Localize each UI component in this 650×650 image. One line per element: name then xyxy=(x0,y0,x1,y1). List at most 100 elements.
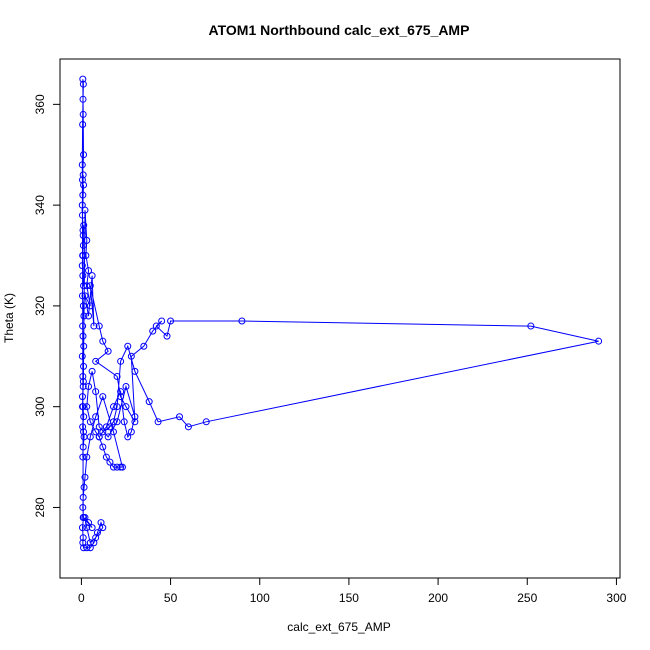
data-point xyxy=(81,292,89,300)
data-point xyxy=(102,453,110,461)
plot-area-frame xyxy=(59,58,621,579)
x-tick-label: 50 xyxy=(164,591,178,605)
x-tick-label: 100 xyxy=(250,591,270,605)
data-point xyxy=(106,458,114,466)
data-point xyxy=(113,403,121,411)
data-point xyxy=(95,423,103,431)
data-point xyxy=(80,342,88,350)
data-point xyxy=(122,403,130,411)
y-tick-label: 340 xyxy=(33,195,47,215)
data-point xyxy=(81,473,89,481)
data-point xyxy=(527,322,535,330)
data-point xyxy=(95,433,103,441)
data-point xyxy=(122,383,130,391)
x-tick-label: 250 xyxy=(517,591,537,605)
data-point xyxy=(78,176,86,184)
data-point xyxy=(158,317,166,325)
y-axis-label: Theta (K) xyxy=(2,293,16,343)
data-point xyxy=(80,362,88,370)
data-point xyxy=(78,161,86,169)
data-point xyxy=(110,418,118,426)
data-point xyxy=(152,322,160,330)
data-point xyxy=(83,403,91,411)
data-point xyxy=(79,377,87,385)
data-point xyxy=(113,418,121,426)
data-point xyxy=(104,433,112,441)
data-point xyxy=(88,367,96,375)
data-point xyxy=(99,428,107,436)
data-point xyxy=(120,418,128,426)
y-tick-label: 360 xyxy=(33,94,47,114)
x-tick-label: 0 xyxy=(78,591,85,605)
data-point xyxy=(99,443,107,451)
data-point xyxy=(83,544,91,552)
y-tick-label: 320 xyxy=(33,296,47,316)
data-point xyxy=(83,236,91,244)
data-point xyxy=(104,347,112,355)
data-point xyxy=(86,302,94,310)
series-layer xyxy=(78,75,603,552)
data-point xyxy=(79,95,87,103)
data-point xyxy=(79,272,87,280)
data-point xyxy=(79,241,87,249)
data-point xyxy=(79,231,87,239)
data-point xyxy=(80,181,88,189)
data-point xyxy=(202,418,210,426)
data-point xyxy=(79,503,87,511)
y-axis: 280 300 320 340 360 xyxy=(33,94,61,517)
data-point xyxy=(79,191,87,199)
data-point xyxy=(92,388,100,396)
data-point xyxy=(131,367,139,375)
data-point xyxy=(83,282,91,290)
data-point xyxy=(79,171,87,179)
data-point xyxy=(79,383,87,391)
data-point xyxy=(85,519,93,527)
data-point xyxy=(80,282,88,290)
data-point xyxy=(80,221,88,229)
data-point xyxy=(86,539,94,547)
data-point xyxy=(79,372,87,380)
data-point xyxy=(79,514,87,522)
data-point xyxy=(79,121,87,129)
data-point xyxy=(88,272,96,280)
data-point xyxy=(80,544,88,552)
data-point xyxy=(79,443,87,451)
data-point xyxy=(131,413,139,421)
data-point xyxy=(85,312,93,320)
data-point xyxy=(117,357,125,365)
data-point xyxy=(92,534,100,542)
data-point xyxy=(117,388,125,396)
data-point xyxy=(78,262,86,270)
data-point xyxy=(88,524,96,532)
chart-title: ATOM1 Northbound calc_ext_675_AMP xyxy=(209,22,470,38)
data-point xyxy=(78,403,86,411)
data-point xyxy=(79,423,87,431)
data-point xyxy=(131,418,139,426)
data-point xyxy=(127,352,135,360)
data-point xyxy=(79,453,87,461)
data-point xyxy=(79,539,87,547)
data-point xyxy=(79,302,87,310)
data-point xyxy=(79,332,87,340)
data-point xyxy=(140,342,148,350)
data-point xyxy=(124,433,132,441)
data-point xyxy=(238,317,246,325)
x-axis-label: calc_ext_675_AMP xyxy=(287,620,390,634)
data-point xyxy=(110,403,118,411)
data-point xyxy=(110,463,118,471)
data-point xyxy=(79,75,87,83)
data-point xyxy=(79,252,87,260)
data-point xyxy=(113,463,121,471)
data-point xyxy=(175,413,183,421)
data-point xyxy=(86,544,94,552)
series-line xyxy=(81,79,599,549)
data-point xyxy=(80,483,88,491)
data-point xyxy=(124,342,132,350)
data-point xyxy=(118,463,126,471)
data-point xyxy=(79,534,87,542)
data-point xyxy=(80,413,88,421)
data-point xyxy=(82,252,90,260)
data-point xyxy=(85,383,93,391)
data-point xyxy=(145,398,153,406)
